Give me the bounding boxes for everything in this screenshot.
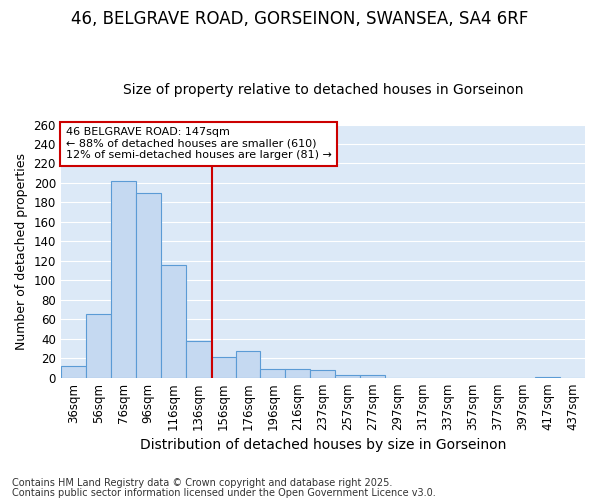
Bar: [111, 181, 136, 378]
Bar: [535, 376, 560, 378]
X-axis label: Distribution of detached houses by size in Gorseinon: Distribution of detached houses by size …: [140, 438, 506, 452]
Title: Size of property relative to detached houses in Gorseinon: Size of property relative to detached ho…: [122, 83, 523, 97]
Bar: [361, 375, 385, 378]
Bar: [185, 340, 211, 378]
Bar: [211, 357, 236, 378]
Bar: [236, 352, 260, 378]
Bar: [61, 366, 86, 378]
Bar: [136, 192, 161, 378]
Text: Contains public sector information licensed under the Open Government Licence v3: Contains public sector information licen…: [12, 488, 436, 498]
Bar: [161, 264, 185, 378]
Bar: [86, 314, 111, 378]
Text: 46 BELGRAVE ROAD: 147sqm
← 88% of detached houses are smaller (610)
12% of semi-: 46 BELGRAVE ROAD: 147sqm ← 88% of detach…: [66, 127, 332, 160]
Bar: [310, 370, 335, 378]
Text: Contains HM Land Registry data © Crown copyright and database right 2025.: Contains HM Land Registry data © Crown c…: [12, 478, 392, 488]
Text: 46, BELGRAVE ROAD, GORSEINON, SWANSEA, SA4 6RF: 46, BELGRAVE ROAD, GORSEINON, SWANSEA, S…: [71, 10, 529, 28]
Bar: [286, 369, 310, 378]
Bar: [260, 369, 286, 378]
Bar: [335, 375, 361, 378]
Y-axis label: Number of detached properties: Number of detached properties: [15, 152, 28, 350]
